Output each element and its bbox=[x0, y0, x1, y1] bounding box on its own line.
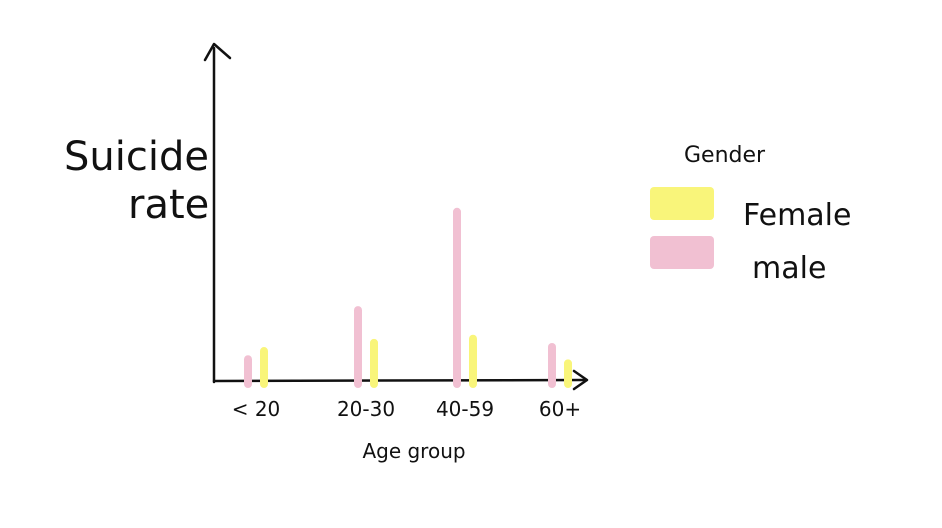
bar-female-2 bbox=[469, 334, 477, 388]
bar-male-0 bbox=[244, 355, 252, 388]
bar-male-2 bbox=[453, 207, 461, 388]
bar-male-1 bbox=[354, 306, 362, 388]
x-tick-label: 20-30 bbox=[337, 397, 395, 421]
x-axis-arrow bbox=[572, 369, 589, 391]
legend-label-female: Female bbox=[743, 198, 851, 233]
legend-title: Gender bbox=[684, 143, 766, 168]
y-axis-arrow bbox=[203, 42, 232, 62]
bar-female-0 bbox=[260, 347, 268, 388]
axes bbox=[203, 42, 589, 391]
x-axis bbox=[212, 378, 587, 383]
x-tick-labels: < 20 20-30 40-59 60+ bbox=[232, 397, 581, 421]
y-axis-label-line-1: Suicide bbox=[64, 134, 209, 180]
x-tick-label: < 20 bbox=[232, 397, 281, 421]
bar-male-3 bbox=[548, 342, 556, 388]
x-tick-label: 40-59 bbox=[436, 397, 494, 421]
bars bbox=[244, 207, 572, 388]
legend-swatch-female bbox=[650, 187, 714, 220]
bar-female-1 bbox=[370, 338, 378, 388]
bar-female-3 bbox=[564, 359, 572, 388]
legend-label-male: male bbox=[752, 251, 826, 286]
y-axis-label-line-2: rate bbox=[128, 182, 209, 228]
legend: Gender Female male bbox=[650, 143, 851, 286]
x-axis-label: Age group bbox=[362, 439, 465, 463]
x-tick-label: 60+ bbox=[539, 397, 581, 421]
legend-swatch-male bbox=[650, 236, 714, 269]
